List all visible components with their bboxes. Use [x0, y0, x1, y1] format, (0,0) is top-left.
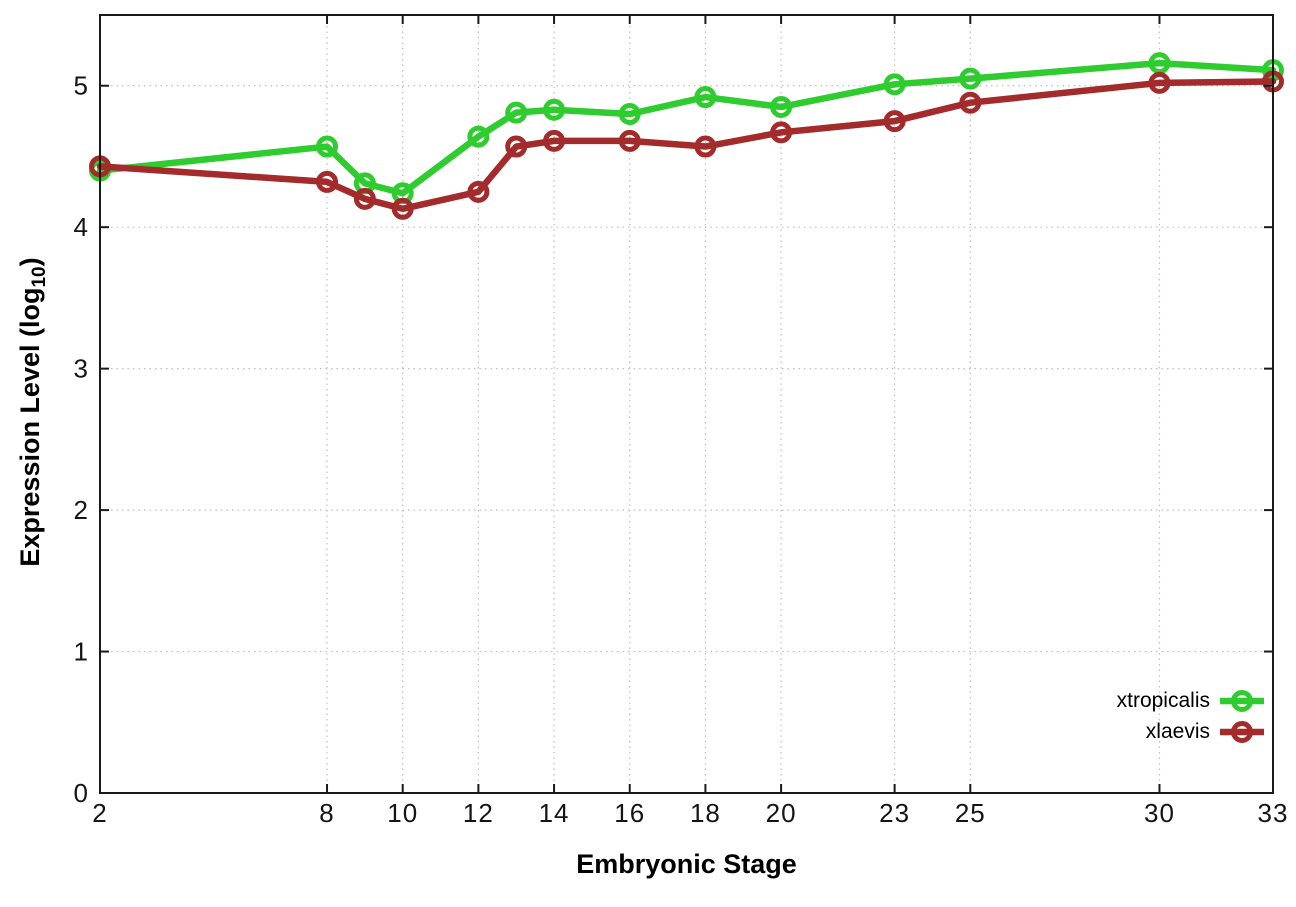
xtropicalis-point-stage-20: [770, 95, 793, 118]
xtropicalis-point-stage-8: [316, 135, 339, 158]
xlaevis-point-stage-10: [391, 197, 414, 220]
xtropicalis-point-stage-12: [467, 125, 490, 148]
xlaevis-point-stage-9: [353, 187, 376, 210]
y-axis-label: Expression Level (log10): [15, 257, 51, 566]
xlaevis-point-stage-8: [316, 170, 339, 193]
x-tick-label-23: 23: [879, 798, 910, 828]
xlaevis-point-stage-16: [618, 129, 641, 152]
xtropicalis-point-stage-25: [959, 67, 982, 90]
y-tick-label-4: 4: [74, 212, 89, 242]
legend-item-xtropicalis: xtropicalis: [1117, 685, 1265, 716]
xlaevis-point-stage-23: [883, 110, 906, 133]
x-tick-label-30: 30: [1144, 798, 1175, 828]
y-tick-labels: 0 1 2 3 4 5: [74, 71, 89, 808]
y-tick-label-1: 1: [74, 637, 89, 667]
legend-label-xtropicalis: xtropicalis: [1116, 688, 1210, 712]
x-axis-label: Embryonic Stage: [576, 849, 797, 879]
x-tick-label-33: 33: [1258, 798, 1289, 828]
xtropicalis-point-stage-16: [618, 103, 641, 126]
legend-marker-xtropicalis: [1220, 689, 1264, 712]
plot-border: [99, 14, 1274, 794]
xlaevis-point-stage-18: [694, 135, 717, 158]
y-tick-label-3: 3: [74, 354, 89, 384]
x-tick-label-18: 18: [690, 798, 721, 828]
gridlines: [99, 15, 1274, 794]
y-axis-label-subscript: 10: [29, 266, 51, 288]
x-tick-label-20: 20: [766, 798, 797, 828]
xtropicalis-point-stage-23: [883, 73, 906, 96]
x-tick-label-25: 25: [955, 798, 986, 828]
y-tick-label-5: 5: [74, 71, 89, 101]
y-axis-label-text: Expression Level (log: [14, 287, 45, 567]
x-tick-label-10: 10: [387, 798, 418, 828]
xlaevis-point-stage-20: [770, 121, 793, 144]
y-tick-label-2: 2: [74, 495, 89, 525]
xlaevis-point-stage-12: [467, 180, 490, 203]
x-tick-labels: 2 8 10 12 14 16 18 20 23 25 30 33: [92, 798, 1289, 828]
y-axis-label-close: ): [14, 257, 45, 267]
x-tick-label-16: 16: [614, 798, 645, 828]
series-xlaevis: [89, 70, 1284, 220]
tick-marks: [99, 15, 1274, 794]
xlaevis-point-stage-14: [543, 129, 566, 152]
legend-item-xlaevis: xlaevis: [1117, 716, 1265, 747]
legend: xtropicalis xlaevis: [1117, 685, 1265, 747]
xtropicalis-point-stage-14: [543, 98, 566, 121]
xlaevis-point-stage-25: [959, 91, 982, 114]
xtropicalis-line: [96, 59, 1277, 197]
x-tick-label-14: 14: [539, 798, 570, 828]
xtropicalis-point-stage-30: [1148, 52, 1171, 75]
xlaevis-point-stage-30: [1148, 71, 1171, 94]
xlaevis-point-stage-13: [505, 135, 528, 158]
y-tick-label-0: 0: [74, 778, 89, 808]
series-xtropicalis: [89, 52, 1284, 205]
xtropicalis-point-stage-13: [505, 101, 528, 124]
x-tick-label-2: 2: [92, 798, 107, 828]
xtropicalis-point-stage-18: [694, 86, 717, 109]
x-tick-label-8: 8: [319, 798, 334, 828]
legend-label-xlaevis: xlaevis: [1145, 719, 1210, 743]
x-tick-label-12: 12: [463, 798, 494, 828]
legend-marker-xlaevis: [1220, 720, 1264, 743]
